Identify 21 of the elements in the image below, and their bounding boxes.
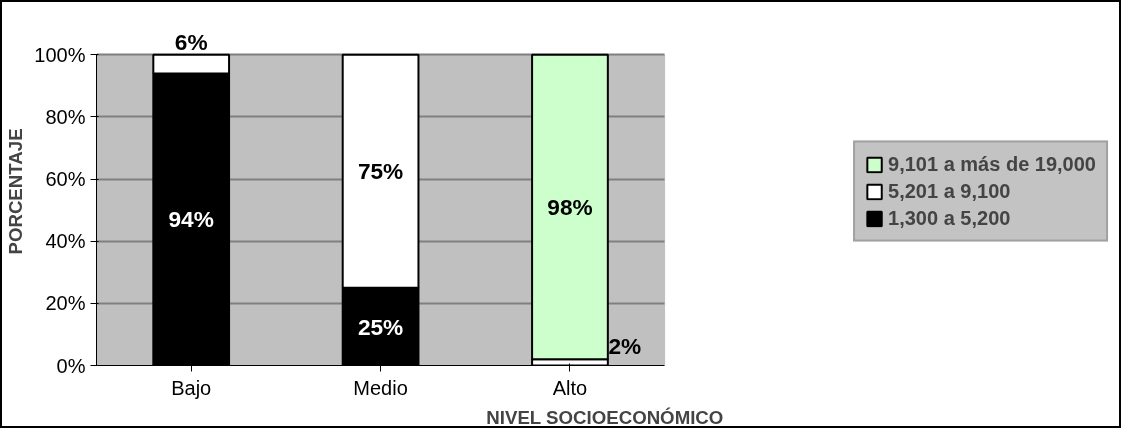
legend-label: 5,201 a 9,100 — [888, 179, 1011, 203]
y-axis-title: PORCENTAJE — [5, 128, 27, 255]
y-tick-label: 40% — [45, 230, 86, 253]
data-label: 75% — [357, 158, 404, 185]
x-tick-label: Bajo — [171, 376, 212, 399]
data-label: 94% — [168, 206, 214, 233]
y-tick-label: 0% — [56, 354, 86, 377]
data-label: 2% — [608, 333, 642, 360]
bar — [531, 53, 609, 361]
x-tick-label: Medio — [353, 376, 408, 399]
y-tick-label: 20% — [45, 292, 86, 315]
data-label: 6% — [174, 28, 208, 55]
x-axis-title: NIVEL SOCIOECONÓMICO — [486, 406, 724, 428]
y-tick-label: 80% — [45, 105, 86, 128]
data-label: 98% — [547, 194, 593, 221]
y-tick-label: 100% — [34, 43, 86, 66]
y-tick-label: 60% — [45, 168, 86, 191]
x-tick-label: Alto — [552, 376, 588, 399]
legend-label: 1,300 a 5,200 — [888, 206, 1011, 230]
data-label: 25% — [357, 313, 404, 340]
legend-label: 9,101 a más de 19,000 — [888, 152, 1096, 176]
